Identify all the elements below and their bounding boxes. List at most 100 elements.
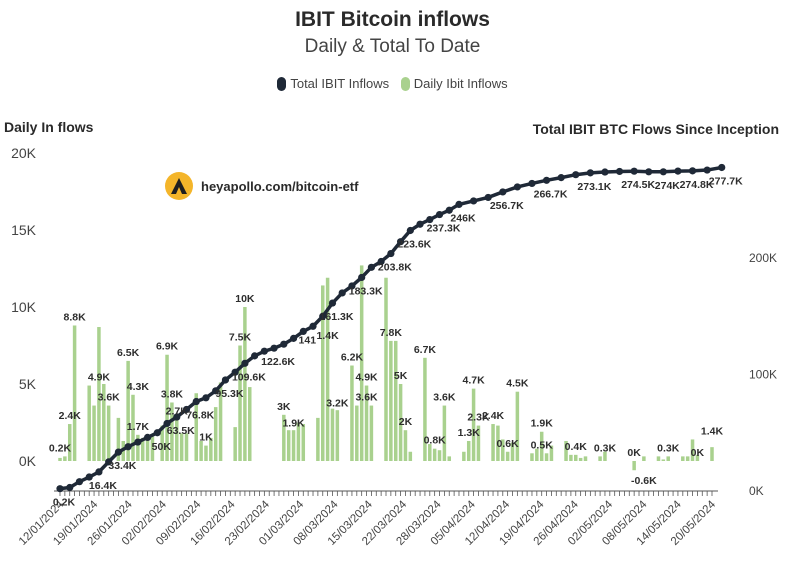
total-inflows-point [601,168,609,176]
daily-bar-label: 1.9K [282,418,305,430]
daily-bar [564,440,568,461]
daily-bar [355,405,359,461]
total-inflows-point [231,368,239,376]
daily-bar [462,451,466,461]
total-inflows-point [499,188,507,196]
total-inflows-point [416,220,424,228]
total-inflows-point [377,257,385,266]
total-inflows-label: 76.8K [186,410,214,422]
total-inflows-point [406,226,414,235]
chart-subtitle: Daily & Total To Date [304,36,481,57]
daily-bar [535,448,539,461]
daily-bar-label: 0.3K [657,442,680,454]
daily-bar [423,357,427,461]
total-inflows-point [630,167,638,175]
daily-bar [145,434,150,461]
total-inflows-point [75,478,84,486]
daily-bar [666,456,670,461]
daily-bar [491,424,495,461]
daily-bar [466,440,471,461]
daily-bar [583,456,588,461]
daily-bar [116,417,121,461]
total-inflows-label: 50K [152,441,172,453]
total-inflows-point [572,171,580,179]
total-inflows-point [396,238,405,246]
daily-bar [569,454,573,461]
total-inflows-point [328,299,337,307]
daily-bar [501,439,505,461]
legend-item-daily[interactable]: Daily Ibit Inflows [400,76,508,91]
total-inflows-point [134,438,142,446]
daily-bar [681,456,685,461]
total-inflows-point [358,273,366,282]
daily-bar [170,402,174,461]
daily-bar [476,425,481,461]
daily-bar [549,445,554,461]
total-inflows-point [163,419,171,428]
daily-bar [408,451,413,461]
right-tick-label: 0K [749,484,764,498]
total-inflows-point [251,352,259,360]
left-axis-title: Daily In flows [4,119,94,135]
daily-bar-label: 3.8K [161,388,184,400]
daily-bar [403,430,408,461]
daily-bar [102,384,106,461]
daily-bar [574,454,578,461]
daily-bar [140,437,145,461]
daily-bar [515,391,520,461]
daily-bar-label: 2.4K [482,410,505,422]
daily-bar [656,456,661,461]
daily-bar [87,385,91,461]
daily-bar [389,340,393,461]
daily-bar-label: 3K [277,401,291,413]
daily-bar [67,424,72,461]
source-badge-text: heyapollo.com/bitcoin-etf [201,178,359,194]
total-inflows-label: 277.7K [709,175,743,187]
total-inflows-point [528,179,536,188]
daily-bar-label: 0K [627,447,641,459]
daily-bar [213,407,218,461]
daily-bar-label: 2.4K [59,410,82,422]
source-badge[interactable]: heyapollo.com/bitcoin-etf [165,172,358,200]
daily-bar-label: 2.3K [467,412,490,424]
total-inflows-point [221,376,230,384]
total-inflows-point [270,344,278,352]
total-inflows-point [426,215,434,224]
daily-bar [175,419,179,461]
total-inflows-point [348,282,356,290]
daily-bar [238,345,242,461]
daily-bar [695,454,700,461]
daily-bar [160,425,164,461]
daily-bar-label: 1.7K [127,421,150,433]
daily-bar-label: 0.5K [531,439,554,451]
daily-bar-label: 4.9K [88,372,111,384]
daily-bar [282,414,286,461]
total-inflows-label: 274.8K [680,179,714,191]
daily-bar [690,439,695,461]
daily-bar-label: 1.4K [317,330,340,342]
total-inflows-point [114,448,122,456]
chart-title: IBIT Bitcoin inflows [295,8,490,31]
legend-item-total[interactable]: Total IBIT Inflows [277,76,389,91]
daily-bar [428,444,432,461]
legend-label-daily: Daily Ibit Inflows [413,76,508,91]
daily-bar [233,427,237,461]
daily-bar [442,405,447,461]
right-tick-label: 100K [749,368,777,382]
daily-bar-label: -0.6K [631,475,657,487]
daily-bar-label: 0.4K [565,441,588,453]
total-inflows-point [85,473,93,481]
daily-bar [530,453,534,461]
daily-bar [398,384,403,461]
total-inflows-point [435,210,444,219]
total-inflows-point [586,169,594,177]
total-inflows-point [202,394,210,402]
total-inflows-point [280,340,288,348]
total-inflows-point [182,405,191,414]
total-inflows-label: 183.3K [349,285,383,297]
total-inflows-point [319,312,327,320]
daily-bar [393,340,398,461]
total-inflows-point [703,166,711,174]
daily-bar [209,437,213,461]
total-inflows-point [95,468,103,476]
